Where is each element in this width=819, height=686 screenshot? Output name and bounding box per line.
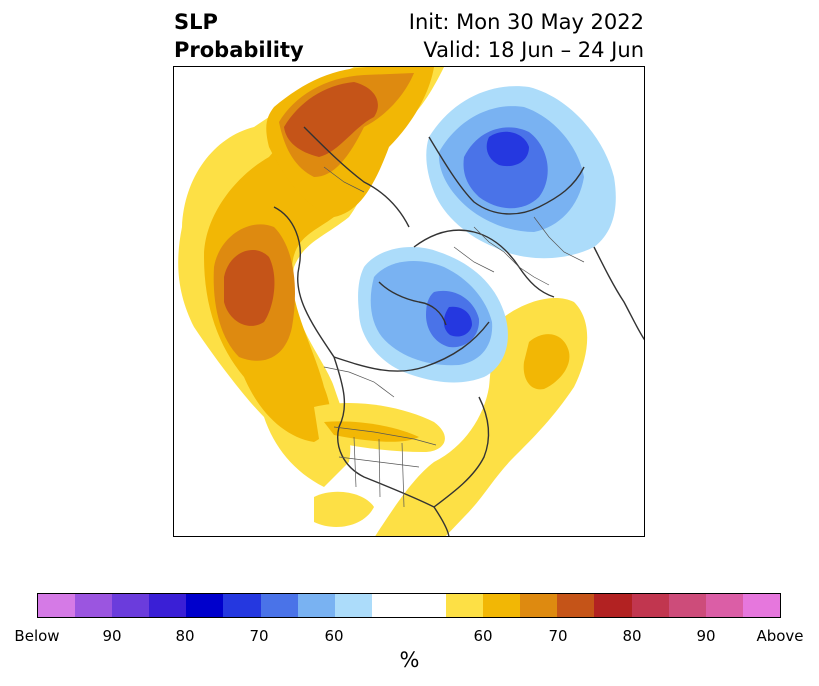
russia-above-75: [284, 82, 378, 157]
colorbar-segment: [371, 594, 447, 617]
colorbar-segment: [705, 594, 743, 617]
colorbar-segment: [742, 594, 780, 617]
above-normal-shading: [178, 67, 588, 536]
map-canvas: [178, 67, 644, 536]
tick-label: 70: [548, 627, 568, 645]
below-normal-shading: [358, 86, 616, 383]
colorbar-segment: [446, 594, 484, 617]
tick-label: 90: [102, 627, 122, 645]
europe-below-75: [486, 131, 529, 167]
colorbar-segment: [483, 594, 521, 617]
political-borders: [323, 166, 585, 508]
colorbar-segment: [668, 594, 706, 617]
atlantic-above-65: [523, 334, 570, 390]
tick-label: 60: [473, 627, 493, 645]
colorbar-segment: [149, 594, 187, 617]
probability-map: [173, 66, 645, 537]
colorbar-segment: [38, 594, 76, 617]
init-date: Init: Mon 30 May 2022: [408, 10, 644, 34]
south-above-60: [314, 491, 374, 527]
probability-colorbar: [37, 593, 781, 618]
tick-label: 60: [324, 627, 344, 645]
colorbar-segment: [75, 594, 113, 617]
colorbar-segment: [594, 594, 632, 617]
tick-label: 70: [249, 627, 269, 645]
tick-label: 90: [696, 627, 716, 645]
tick-label: 80: [175, 627, 195, 645]
title-line-1: SLP: [174, 10, 218, 34]
colorbar-segment: [223, 594, 261, 617]
colorbar-segment: [297, 594, 335, 617]
tick-label: Below: [14, 627, 60, 645]
valid-range: Valid: 18 Jun – 24 Jun: [423, 38, 644, 62]
colorbar-segment: [334, 594, 372, 617]
tick-label: 80: [622, 627, 642, 645]
tick-label: Above: [756, 627, 804, 645]
colorbar-segment: [260, 594, 298, 617]
arctic-below-75: [443, 306, 472, 337]
colorbar-tick-labels: Below 90 80 70 60 60 70 80 90 Above: [0, 627, 819, 647]
colorbar-unit-label: %: [399, 648, 420, 672]
init-valid-block: Init: Mon 30 May 2022 Valid: 18 Jun – 24…: [409, 8, 644, 64]
pacific-above-60: [178, 67, 445, 487]
map-title: SLP Probability: [174, 8, 304, 64]
colorbar-segment: [631, 594, 669, 617]
colorbar-segment: [520, 594, 558, 617]
title-line-2: Probability: [174, 38, 304, 62]
colorbar-segment: [112, 594, 150, 617]
pacific-above-75: [224, 249, 275, 326]
coastlines: [273, 126, 644, 536]
colorbar-segment: [186, 594, 224, 617]
colorbar-segment: [557, 594, 595, 617]
